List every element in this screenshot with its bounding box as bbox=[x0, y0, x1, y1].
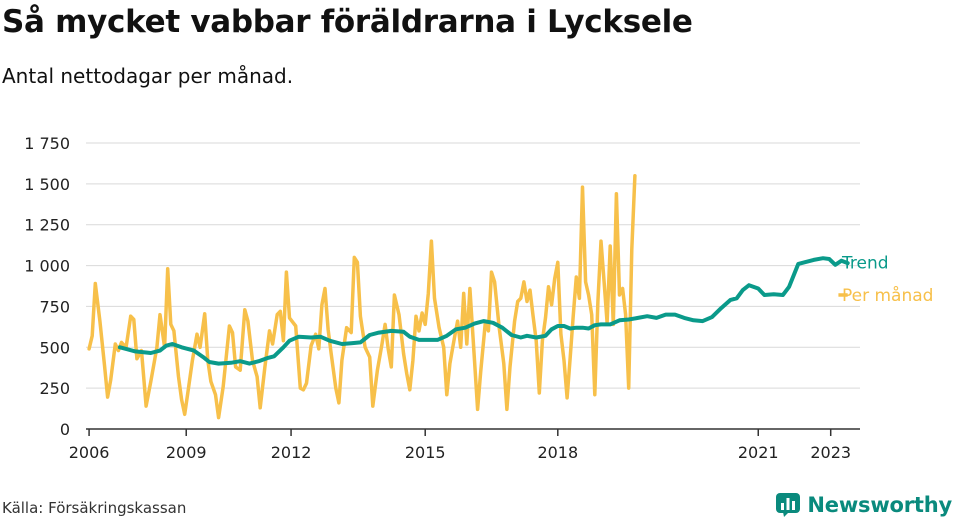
y-tick-label: 1 000 bbox=[24, 257, 70, 276]
y-tick-label: 0 bbox=[60, 420, 70, 439]
monthly-series-line bbox=[87, 173, 637, 420]
monthly-series-label: Per månad bbox=[842, 285, 933, 306]
y-tick-label: 750 bbox=[39, 297, 70, 316]
y-tick-label: 1 750 bbox=[24, 134, 70, 153]
trend-series-line bbox=[117, 256, 850, 366]
x-tick-label: 2023 bbox=[810, 443, 851, 462]
x-tick-label: 2015 bbox=[405, 443, 446, 462]
bar-chart-speech-bubble-icon bbox=[776, 493, 801, 517]
x-tick-label: 2009 bbox=[166, 443, 207, 462]
chart-title: Så mycket vabbar föräldrarna i Lycksele bbox=[2, 4, 693, 40]
x-tick-label: 2018 bbox=[537, 443, 578, 462]
chart-subtitle: Antal nettodagar per månad. bbox=[2, 64, 294, 88]
y-tick-label: 500 bbox=[39, 338, 70, 357]
trend-series-label: Trend bbox=[841, 254, 889, 274]
y-tick-label: 1 250 bbox=[24, 216, 70, 235]
brand-logo[interactable]: Newsworthy bbox=[775, 490, 952, 520]
y-tick-label: 250 bbox=[39, 379, 70, 398]
x-tick-label: 2006 bbox=[69, 443, 110, 462]
x-tick-label: 2021 bbox=[738, 443, 779, 462]
x-tick-label: 2012 bbox=[271, 443, 312, 462]
brand-name: Newsworthy bbox=[807, 493, 952, 517]
source-note: Källa: Försäkringskassan bbox=[2, 499, 187, 517]
y-tick-label: 1 500 bbox=[24, 175, 70, 194]
line-chart: 0 250 500 750 1 000 1 250 1 500 1 750 2006 2009 20… bbox=[24, 134, 933, 462]
